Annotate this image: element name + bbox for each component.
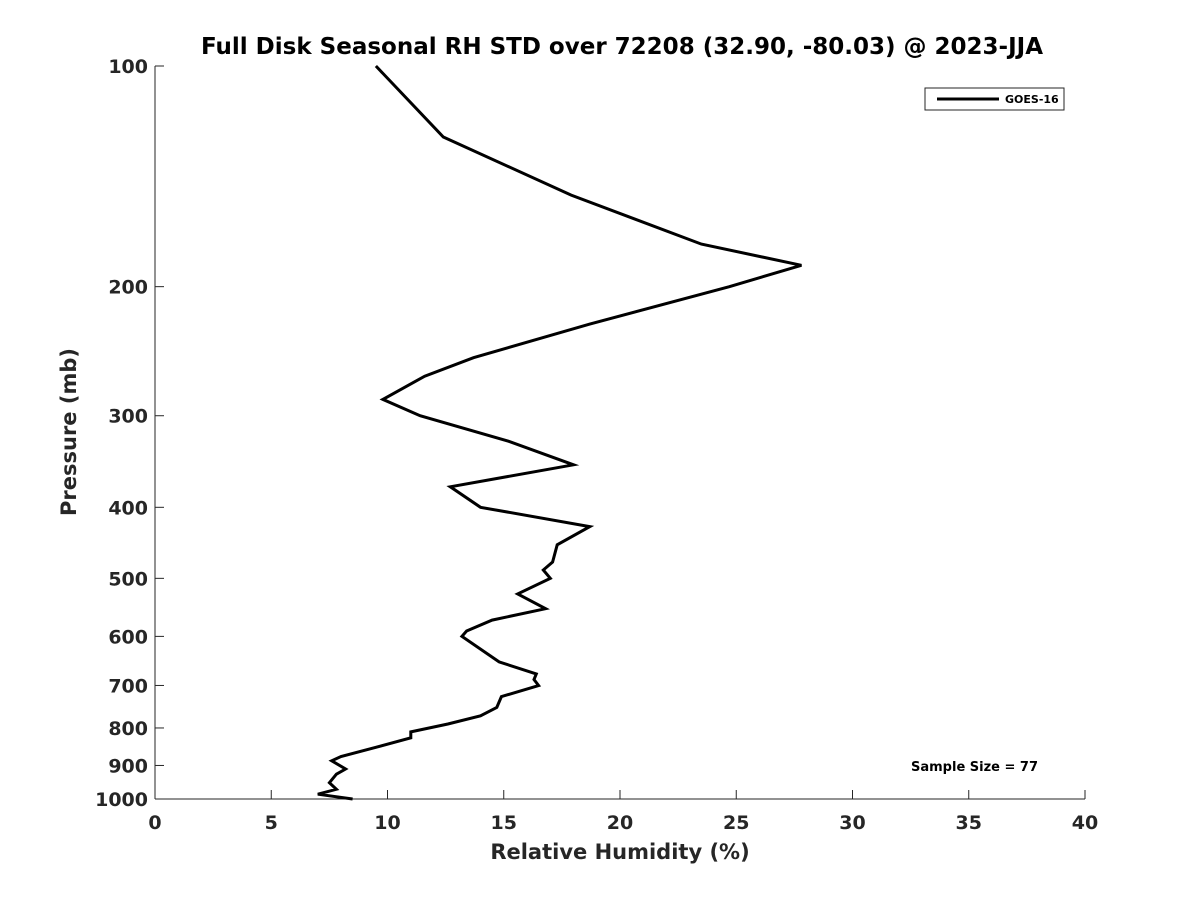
y-tick-label: 700 bbox=[108, 675, 148, 697]
y-tick-label: 100 bbox=[108, 56, 148, 78]
y-tick-label: 1000 bbox=[95, 789, 148, 811]
series-line-goes-16 bbox=[317, 64, 802, 801]
x-axis bbox=[154, 790, 1086, 800]
x-tick-label: 10 bbox=[374, 812, 400, 834]
sample-size-annotation: Sample Size = 77 bbox=[911, 760, 1038, 775]
x-tick-label: 15 bbox=[491, 812, 517, 834]
x-tick-label: 30 bbox=[839, 812, 865, 834]
y-tick-labels: 100 200 300 400 500 600 700 800 900 1000 bbox=[95, 56, 148, 811]
y-tick-label: 200 bbox=[108, 277, 148, 299]
x-tick-label: 20 bbox=[607, 812, 633, 834]
series-group bbox=[317, 64, 802, 801]
x-tick-label: 5 bbox=[265, 812, 278, 834]
x-tick-label: 40 bbox=[1072, 812, 1098, 834]
y-tick-label: 600 bbox=[108, 626, 148, 648]
y-axis-label: Pressure (mb) bbox=[57, 348, 81, 516]
y-tick-label: 900 bbox=[108, 755, 148, 777]
y-tick-label: 300 bbox=[108, 406, 148, 428]
x-tick-labels: 0 5 10 15 20 25 30 35 40 bbox=[148, 812, 1098, 834]
x-axis-label: Relative Humidity (%) bbox=[490, 840, 749, 864]
legend-label-goes-16: GOES-16 bbox=[1005, 93, 1059, 106]
x-tick-label: 35 bbox=[956, 812, 982, 834]
legend: GOES-16 bbox=[924, 87, 1065, 111]
x-tick-label: 25 bbox=[723, 812, 749, 834]
y-tick-label: 400 bbox=[108, 497, 148, 519]
y-tick-label: 800 bbox=[108, 718, 148, 740]
chart-title: Full Disk Seasonal RH STD over 72208 (32… bbox=[201, 34, 1043, 60]
y-tick-label: 500 bbox=[108, 568, 148, 590]
x-tick-label: 0 bbox=[148, 812, 161, 834]
